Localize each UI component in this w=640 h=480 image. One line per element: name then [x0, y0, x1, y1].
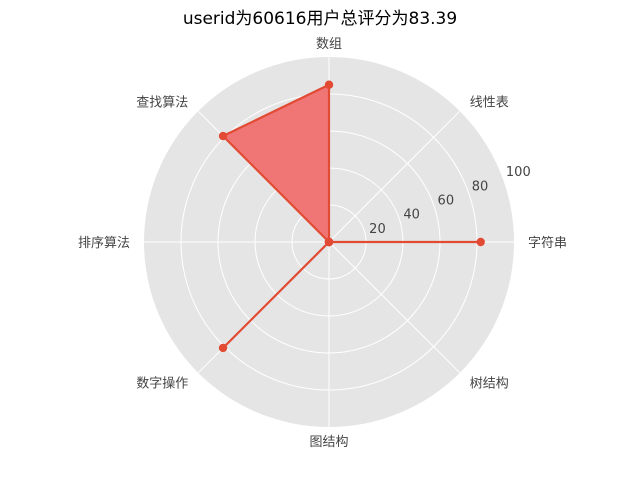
category-label: 字符串 — [528, 235, 567, 251]
data-point — [324, 237, 334, 247]
data-point — [218, 343, 228, 353]
r-tick-label: 60 — [438, 194, 455, 209]
category-label: 图结构 — [309, 435, 348, 450]
data-point — [324, 80, 334, 89]
category-label: 数组 — [316, 37, 342, 52]
category-label: 查找算法 — [136, 95, 188, 110]
r-tick-label: 20 — [369, 222, 386, 237]
r-tick-label: 80 — [472, 179, 489, 194]
category-label: 数字操作 — [136, 376, 188, 392]
category-label: 线性表 — [470, 95, 509, 110]
data-point — [218, 131, 228, 141]
grid-spoke — [328, 241, 461, 374]
r-tick-label: 100 — [506, 165, 531, 180]
chart-title: userid为60616用户总评分为83.39 — [183, 9, 457, 29]
category-label: 排序算法 — [78, 236, 130, 251]
data-point — [476, 237, 485, 247]
r-tick-label: 40 — [403, 208, 420, 223]
series-area — [223, 84, 481, 349]
series-line — [221, 83, 482, 350]
grid-spoke — [328, 110, 461, 243]
category-label: 树结构 — [470, 377, 509, 392]
